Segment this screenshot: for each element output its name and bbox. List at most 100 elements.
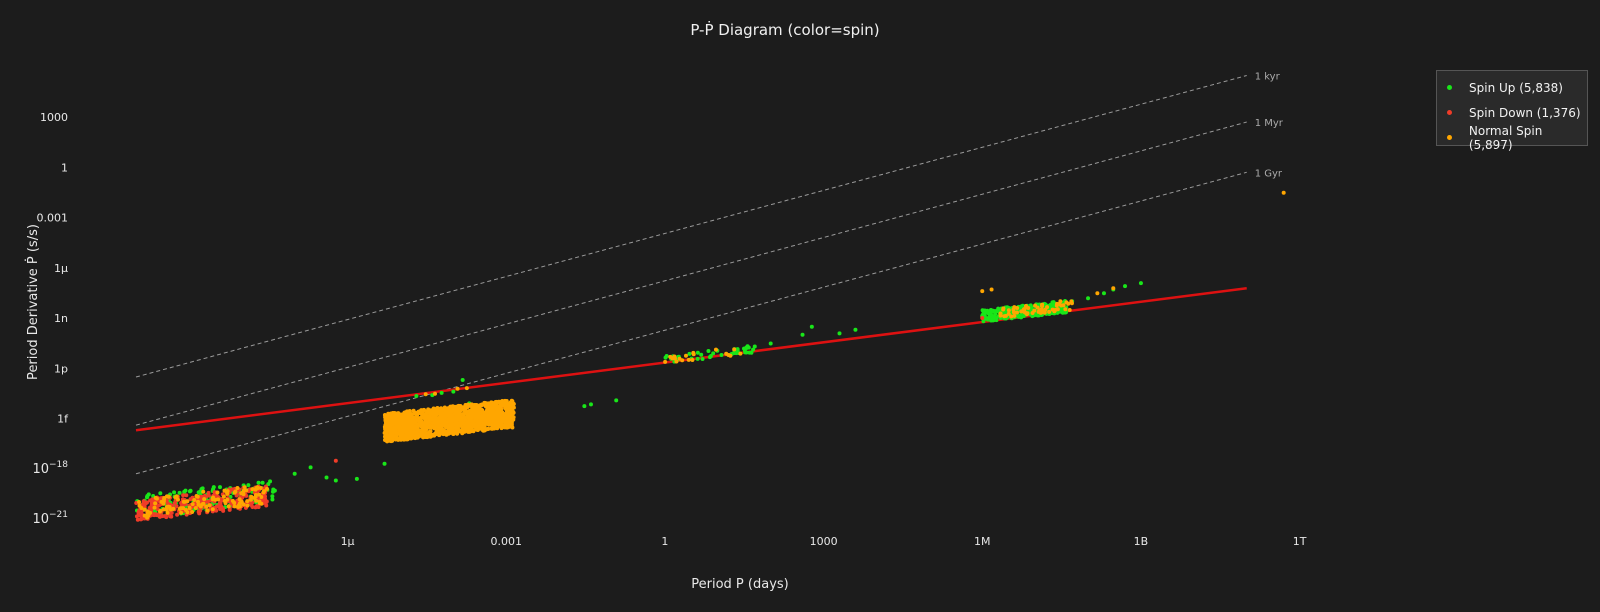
point-normal-spin [728, 353, 733, 358]
point-spin-up [1019, 312, 1024, 317]
point-spin-down [214, 508, 219, 513]
point-normal-spin [494, 406, 499, 411]
point-normal-spin [432, 409, 437, 414]
age-line-label-1-myr: 1 Myr [1255, 118, 1284, 129]
point-normal-spin [485, 405, 490, 410]
point-normal-spin [401, 420, 406, 425]
point-normal-spin [429, 424, 434, 429]
point-spin-down [216, 504, 221, 509]
point-normal-spin [465, 412, 470, 417]
point-normal-spin [177, 506, 182, 511]
point-normal-spin [724, 351, 729, 356]
point-normal-spin [239, 500, 244, 505]
point-spin-up [582, 404, 587, 409]
point-normal-spin [142, 507, 147, 512]
point-spin-down [140, 516, 145, 521]
point-normal-spin [453, 409, 458, 414]
point-normal-spin [190, 502, 195, 507]
point-spin-up [1138, 281, 1143, 286]
point-normal-spin [258, 485, 263, 490]
point-spin-down [163, 513, 168, 518]
point-normal-spin [483, 401, 488, 406]
point-spin-down [184, 493, 189, 498]
point-normal-spin [202, 497, 207, 502]
point-spin-up [158, 491, 163, 496]
point-normal-spin [225, 491, 230, 496]
point-normal-spin [388, 411, 393, 416]
point-normal-spin [1055, 301, 1060, 306]
series-0 [134, 281, 1143, 520]
point-normal-spin [451, 431, 456, 436]
point-normal-spin [205, 508, 210, 513]
point-normal-spin [980, 289, 985, 294]
point-normal-spin [506, 420, 511, 425]
point-normal-spin [435, 430, 440, 435]
point-normal-spin [401, 417, 406, 422]
point-normal-spin [421, 423, 426, 428]
point-normal-spin [671, 355, 676, 360]
point-normal-spin [501, 411, 506, 416]
point-normal-spin [237, 504, 242, 509]
point-normal-spin [257, 492, 262, 497]
point-normal-spin [1038, 310, 1043, 315]
point-normal-spin [503, 423, 508, 428]
point-spin-up [837, 331, 842, 336]
point-spin-up [588, 402, 593, 407]
y-tick-label: 1µ [54, 262, 68, 275]
point-normal-spin [1095, 291, 1100, 296]
point-normal-spin [989, 287, 994, 292]
point-spin-up [988, 307, 993, 312]
point-normal-spin [454, 413, 459, 418]
point-spin-up [699, 352, 704, 357]
legend-item-spin-down[interactable]: Spin Down (1,376) [1437, 100, 1587, 125]
point-normal-spin [498, 416, 503, 421]
point-normal-spin [511, 402, 516, 407]
point-normal-spin [428, 429, 433, 434]
point-spin-up [687, 351, 692, 356]
point-spin-up [809, 324, 814, 329]
point-normal-spin [495, 426, 500, 431]
x-tick-label: 1 [661, 535, 668, 548]
point-spin-up [664, 354, 669, 359]
point-spin-down [217, 500, 222, 505]
point-normal-spin [1281, 190, 1286, 195]
point-normal-spin [185, 499, 190, 504]
legend-item-spin-up[interactable]: Spin Up (5,838) [1437, 75, 1587, 100]
point-normal-spin [414, 413, 419, 418]
point-normal-spin [384, 433, 389, 438]
point-normal-spin [1012, 313, 1017, 318]
point-normal-spin [165, 510, 170, 515]
point-spin-up [768, 341, 773, 346]
point-normal-spin [415, 417, 420, 422]
y-tick-label: 1 [61, 161, 68, 174]
point-normal-spin [397, 422, 402, 427]
point-spin-up [246, 483, 251, 488]
legend-marker-spin-up [1447, 85, 1452, 90]
point-normal-spin [479, 414, 484, 419]
point-normal-spin [663, 359, 668, 364]
legend-item-normal-spin[interactable]: Normal Spin (5,897) [1437, 124, 1587, 152]
point-normal-spin [476, 422, 481, 427]
x-tick-label: 0.001 [490, 535, 522, 548]
point-spin-up [183, 488, 188, 493]
y-tick-label: 0.001 [37, 212, 69, 225]
point-normal-spin [153, 495, 158, 500]
point-normal-spin [249, 494, 254, 499]
point-normal-spin [432, 432, 437, 437]
point-normal-spin [1040, 302, 1045, 307]
point-normal-spin [385, 416, 390, 421]
point-spin-down [206, 493, 211, 498]
point-normal-spin [425, 435, 430, 440]
point-normal-spin [409, 421, 414, 426]
point-spin-up [1019, 304, 1024, 309]
point-spin-down [205, 499, 210, 504]
point-normal-spin [511, 415, 516, 420]
point-spin-up [706, 349, 711, 354]
point-spin-up [1055, 310, 1060, 315]
point-normal-spin [479, 407, 484, 412]
point-spin-up [695, 356, 700, 361]
point-spin-up [719, 352, 724, 357]
point-normal-spin [414, 432, 419, 437]
point-normal-spin [404, 426, 409, 431]
